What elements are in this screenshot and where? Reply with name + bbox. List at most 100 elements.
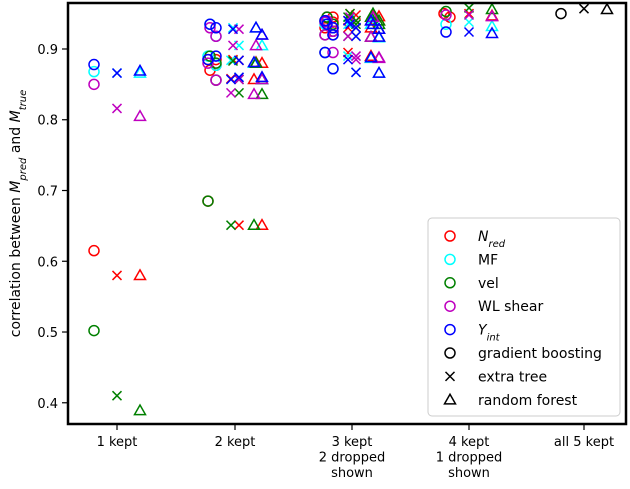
legend-marker-gb [444, 347, 456, 359]
point-et-wl [233, 74, 245, 85]
point-et-yint [342, 15, 354, 26]
point-et-mf [342, 51, 354, 62]
point-rf-wl [485, 9, 499, 22]
point-et-nred [342, 47, 354, 58]
point-rf-nred [133, 268, 147, 281]
point-gb-nred [88, 244, 100, 257]
y-axis-label: correlation between Mpred and Mtrue [8, 90, 29, 338]
point-rf-wl [133, 109, 147, 122]
legend-label-gb: gradient boosting [478, 346, 602, 362]
point-et-wl [350, 54, 362, 65]
x-tick-label: all 5 kept [554, 435, 614, 450]
point-et-yint [350, 31, 362, 42]
point-gb-yint [327, 29, 339, 41]
point-et-wl [463, 9, 475, 21]
point-et-vel [342, 12, 354, 23]
legend-label-nred: Nred [478, 229, 506, 250]
legend: Nred MF vel WL shear Yint gradient boosting ex… [427, 217, 621, 417]
point-et-yint [463, 26, 475, 38]
point-et-mf [227, 22, 239, 33]
legend-marker-et [444, 371, 456, 382]
y-tick-label: 0.8 [37, 114, 58, 129]
point-et-wl [225, 87, 237, 98]
y-tick-label: 0.7 [37, 185, 58, 200]
point-et-vel [225, 220, 237, 231]
point-rf-wl [372, 50, 386, 63]
point-rf-yint [372, 22, 386, 35]
point-et-yint [227, 24, 239, 35]
legend-label-et: extra tree [478, 369, 547, 385]
point-gb-yint [88, 58, 100, 71]
point-rf-vel [247, 218, 261, 231]
legend-marker-yint [444, 323, 456, 336]
data-marks [88, 2, 614, 416]
axes-frame [66, 1, 628, 426]
point-gb-vel [440, 5, 452, 18]
point-rf-all [600, 2, 614, 15]
point-et-yint [342, 54, 354, 65]
point-rf-wl [255, 72, 269, 85]
legend-marker-wl [444, 300, 456, 312]
y-tick-label: 0.5 [37, 326, 58, 341]
x-tick-label: 2 kept [215, 435, 256, 450]
point-rf-yint [372, 29, 386, 42]
point-gb-yint [204, 18, 216, 30]
point-rf-wl [364, 29, 378, 42]
x-tick-label: 2 dropped [319, 451, 385, 466]
point-rf-yint [255, 70, 269, 83]
point-et-wl [342, 31, 354, 42]
point-et-yint [350, 67, 362, 78]
point-et-yint [111, 68, 123, 79]
point-et-yint [233, 72, 245, 83]
point-et-vel [350, 15, 362, 26]
x-tick-label: 1 dropped [436, 451, 502, 466]
x-tick-label: 1 kept [97, 435, 138, 450]
point-et-mf [225, 55, 237, 66]
point-gb-vel [88, 324, 100, 337]
point-gb-yint [327, 22, 339, 34]
point-et-vel [463, 2, 475, 13]
point-et-wl [227, 40, 239, 51]
point-rf-wl [247, 87, 261, 100]
legend-marker-mf [444, 253, 456, 266]
legend-marker-vel [444, 277, 456, 289]
point-rf-yint [247, 55, 261, 68]
point-gb-wl [210, 30, 222, 43]
point-gb-wl [204, 22, 216, 34]
point-et-yint [350, 22, 362, 33]
point-rf-yint [372, 66, 386, 78]
point-gb-yint [210, 50, 222, 62]
point-gb-yint [319, 46, 331, 59]
legend-marker-nred [444, 230, 456, 242]
point-gb-nred [438, 7, 450, 20]
point-et-vel [111, 390, 123, 401]
point-gb-wl [440, 9, 452, 21]
point-et-yint [225, 74, 237, 85]
point-gb-wl [202, 57, 214, 69]
legend-label-vel: vel [478, 276, 499, 292]
point-et-all [578, 3, 590, 14]
point-rf-vel [255, 87, 269, 100]
y-tick-label: 0.4 [37, 397, 58, 412]
point-et-wl [350, 51, 362, 62]
point-rf-yint [364, 13, 378, 26]
point-rf-nred [247, 72, 261, 85]
point-gb-all [555, 7, 567, 20]
point-rf-nred [372, 9, 386, 22]
point-et-nred [233, 220, 245, 231]
point-gb-mf [440, 18, 452, 30]
legend-label-yint: Yint [478, 323, 501, 344]
point-rf-yint [133, 63, 147, 76]
legend-label-rf: random forest [478, 393, 578, 409]
point-rf-yint [485, 26, 499, 39]
x-tick-label: shown [331, 466, 373, 481]
point-gb-yint [440, 26, 452, 38]
point-rf-yint [255, 27, 269, 40]
point-gb-wl [327, 25, 339, 38]
legend-label-mf: MF [478, 252, 498, 268]
point-rf-mf [485, 19, 499, 32]
x-tick-label: 3 kept [332, 435, 373, 450]
y-tick-label: 0.9 [37, 43, 58, 58]
point-rf-vel [485, 2, 499, 15]
